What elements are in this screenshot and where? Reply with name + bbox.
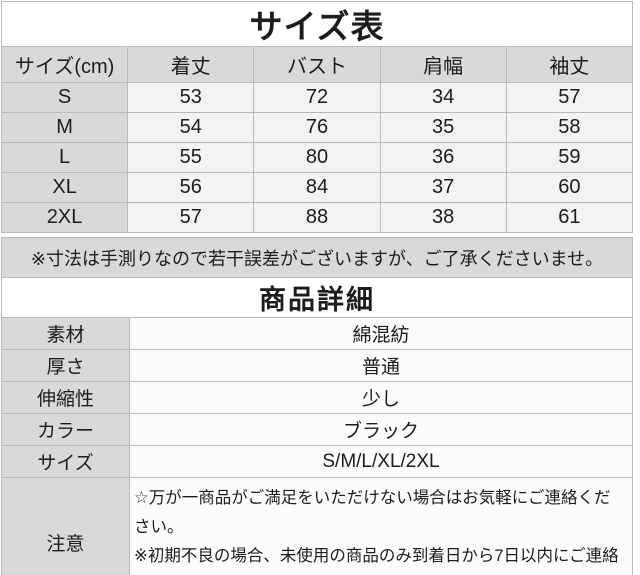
detail-row-material: 素材 綿混紡	[1, 317, 633, 350]
size-cell: 61	[505, 202, 634, 233]
detail-row-stretch: 伸縮性 少し	[1, 381, 633, 414]
size-label: XL	[0, 172, 129, 203]
size-col-header-size: サイズ(cm)	[0, 46, 129, 83]
size-label: 2XL	[0, 202, 129, 233]
size-label: S	[0, 82, 129, 113]
detail-value: ブラック	[129, 413, 633, 446]
size-cell: 56	[127, 172, 255, 203]
detail-value: 綿混紡	[129, 317, 633, 350]
notice-row: 注意 ☆万が一商品がご満足をいただけない場合はお気軽にご連絡ください。 ※初期不…	[1, 477, 633, 575]
detail-label: 素材	[1, 317, 130, 350]
detail-value: 普通	[129, 349, 633, 382]
size-cell: 84	[253, 172, 381, 203]
size-col-header-bust: バスト	[253, 46, 381, 83]
detail-row-size: サイズ S/M/L/XL/2XL	[1, 445, 633, 478]
detail-value: S/M/L/XL/2XL	[129, 445, 633, 478]
table-row-l: L 55 80 36 59	[0, 142, 634, 173]
size-cell: 54	[127, 112, 255, 143]
table-row-m: M 54 76 35 58	[0, 112, 634, 143]
details-table: 素材 綿混紡 厚さ 普通 伸縮性 少し カラー ブラック サイズ S/M/L/X…	[1, 317, 633, 575]
notice-line: ※初期不良の場合、未使用の商品のみ到着日から7日以内にご連絡	[134, 547, 619, 565]
size-cell: 59	[505, 142, 634, 173]
size-table-title: サイズ表	[1, 1, 633, 47]
size-col-header-sleeve: 袖丈	[505, 46, 634, 83]
size-cell: 53	[127, 82, 255, 113]
size-cell: 55	[127, 142, 255, 173]
notice-label: 注意	[1, 477, 130, 575]
detail-label: 伸縮性	[1, 381, 130, 414]
detail-label: カラー	[1, 413, 130, 446]
measurement-note: ※寸法は手測りなので若干誤差がございますが、ご了承くださいませ。	[1, 237, 633, 278]
size-cell: 58	[505, 112, 634, 143]
size-cell: 88	[253, 202, 381, 233]
table-row-2xl: 2XL 57 88 38 61	[0, 202, 634, 233]
size-cell: 60	[505, 172, 634, 203]
details-title: 商品詳細	[1, 277, 633, 318]
size-table: サイズ(cm) 着丈 バスト 肩幅 袖丈 S 53 72 34 57 M 54 …	[0, 46, 634, 233]
detail-label: 厚さ	[1, 349, 130, 382]
table-row-s: S 53 72 34 57	[0, 82, 634, 113]
size-cell: 37	[379, 172, 507, 203]
detail-row-thickness: 厚さ 普通	[1, 349, 633, 382]
size-col-header-shoulder: 肩幅	[379, 46, 507, 83]
notice-line: ☆万が一商品がご満足をいただけない場合はお気軽にご連絡ください。	[134, 489, 611, 536]
size-col-header-length: 着丈	[127, 46, 255, 83]
size-cell: 36	[379, 142, 507, 173]
size-cell: 35	[379, 112, 507, 143]
size-cell: 80	[253, 142, 381, 173]
size-cell: 38	[379, 202, 507, 233]
size-label: M	[0, 112, 129, 143]
detail-value: 少し	[129, 381, 633, 414]
table-row-xl: XL 56 84 37 60	[0, 172, 634, 203]
detail-label: サイズ	[1, 445, 130, 478]
size-cell: 34	[379, 82, 507, 113]
size-table-header-row: サイズ(cm) 着丈 バスト 肩幅 袖丈	[0, 46, 634, 83]
notice-text: ☆万が一商品がご満足をいただけない場合はお気軽にご連絡ください。 ※初期不良の場…	[129, 477, 633, 575]
detail-row-color: カラー ブラック	[1, 413, 633, 446]
size-label: L	[0, 142, 129, 173]
size-cell: 76	[253, 112, 381, 143]
size-cell: 72	[253, 82, 381, 113]
notice-line: 頂ければご返金、交換対応させて頂きます。	[134, 571, 624, 575]
size-cell: 57	[127, 202, 255, 233]
size-cell: 57	[505, 82, 634, 113]
